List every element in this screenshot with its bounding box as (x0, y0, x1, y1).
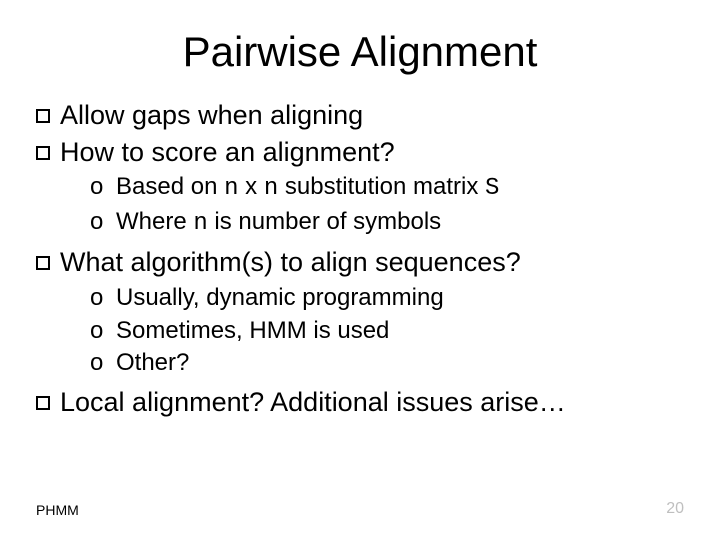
slide-title: Pairwise Alignment (36, 28, 684, 76)
bullet-item: What algorithm(s) to align sequences? (36, 245, 684, 280)
sub-bullet-text: Based on n x n substitution matrix S (116, 171, 499, 205)
bullet-text: What algorithm(s) to align sequences? (60, 245, 521, 280)
bullet-text: How to score an alignment? (60, 135, 395, 170)
page-number: 20 (666, 500, 684, 518)
square-bullet-icon (36, 146, 50, 160)
bullet-list: What algorithm(s) to align sequences? (36, 245, 684, 280)
sub-bullet-item: o Sometimes, HMM is used (90, 315, 684, 347)
bullet-text: Allow gaps when aligning (60, 98, 363, 133)
sub-bullet-list: o Usually, dynamic programming o Sometim… (36, 282, 684, 379)
circle-bullet-icon: o (90, 282, 108, 314)
circle-bullet-icon: o (90, 206, 108, 238)
sub-bullet-text: Sometimes, HMM is used (116, 315, 389, 347)
text-fragment: is number of symbols (208, 208, 441, 235)
sub-bullet-item: o Other? (90, 347, 684, 379)
code-var: n (193, 210, 207, 237)
circle-bullet-icon: o (90, 315, 108, 347)
text-fragment: substitution matrix (278, 173, 485, 200)
footer-label: PHMM (36, 502, 79, 518)
sub-bullet-item: o Based on n x n substitution matrix S (90, 171, 684, 205)
code-var: n (224, 175, 238, 202)
bullet-item: Local alignment? Additional issues arise… (36, 385, 684, 420)
sub-bullet-list: o Based on n x n substitution matrix S o… (36, 171, 684, 239)
text-fragment: Based on (116, 173, 224, 200)
circle-bullet-icon: o (90, 347, 108, 379)
square-bullet-icon (36, 396, 50, 410)
text-fragment: x (239, 173, 264, 200)
code-var: n (264, 175, 278, 202)
circle-bullet-icon: o (90, 171, 108, 203)
sub-bullet-text: Usually, dynamic programming (116, 282, 444, 314)
square-bullet-icon (36, 256, 50, 270)
sub-bullet-text: Where n is number of symbols (116, 206, 441, 240)
code-var: S (485, 175, 499, 202)
bullet-text: Local alignment? Additional issues arise… (60, 385, 566, 420)
text-fragment: Where (116, 208, 193, 235)
sub-bullet-item: o Where n is number of symbols (90, 206, 684, 240)
bullet-list: Allow gaps when aligning How to score an… (36, 98, 684, 169)
bullet-list: Local alignment? Additional issues arise… (36, 385, 684, 420)
square-bullet-icon (36, 109, 50, 123)
bullet-item: Allow gaps when aligning (36, 98, 684, 133)
bullet-item: How to score an alignment? (36, 135, 684, 170)
sub-bullet-item: o Usually, dynamic programming (90, 282, 684, 314)
sub-bullet-text: Other? (116, 347, 189, 379)
slide: Pairwise Alignment Allow gaps when align… (0, 0, 720, 540)
